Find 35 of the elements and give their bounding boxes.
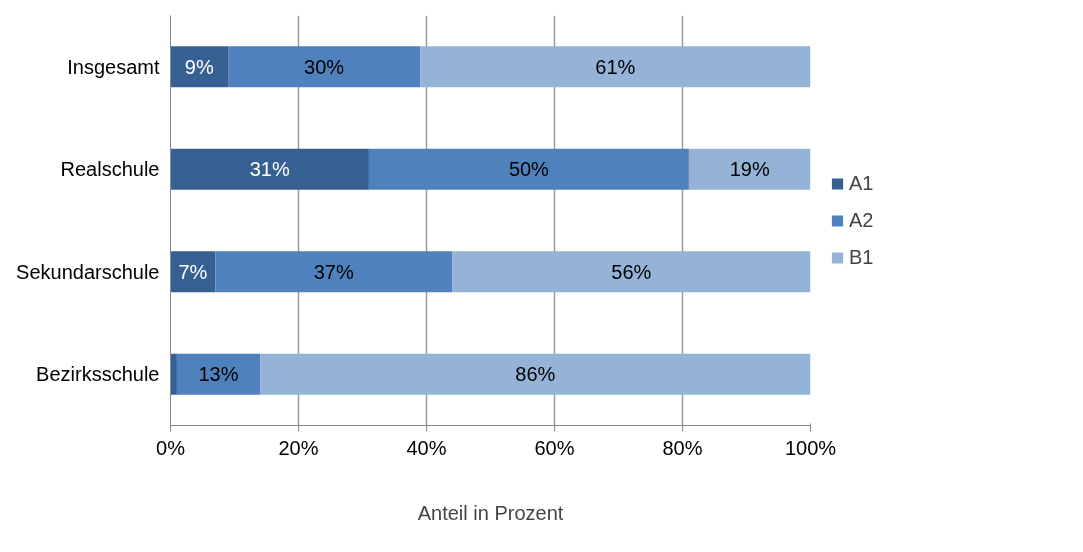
legend-label: A2	[849, 208, 875, 232]
legend-label: A1	[849, 171, 875, 195]
x-tick-label: 40%	[406, 436, 447, 459]
data-label: 56%	[611, 260, 652, 283]
bar	[176, 353, 261, 395]
bar	[452, 251, 811, 293]
x-tick-label: 60%	[534, 436, 575, 459]
data-label: 50%	[508, 158, 550, 181]
data-label: 30%	[304, 55, 345, 78]
data-label: 13%	[198, 363, 239, 386]
bar	[368, 148, 689, 190]
y-tick-label: Insgesamt	[67, 55, 160, 78]
x-tick-label: 100%	[784, 436, 837, 459]
bar	[688, 148, 811, 190]
bar	[228, 46, 421, 88]
bar	[170, 148, 369, 190]
data-label: 61%	[595, 55, 636, 78]
bar	[260, 353, 811, 395]
x-axis-title: Anteil in Prozent	[417, 501, 564, 524]
data-label: 7%	[178, 260, 208, 283]
x-tick-label: 20%	[278, 436, 319, 459]
data-label: 86%	[515, 363, 556, 386]
legend-label: B1	[849, 245, 875, 269]
bar	[215, 251, 453, 293]
y-tick-label: Bezirksschule	[36, 363, 160, 386]
y-tick-label: Realschule	[60, 158, 160, 181]
data-label: 31%	[249, 158, 290, 181]
data-label: 9%	[184, 55, 214, 78]
y-tick-label: Sekundarschule	[16, 260, 160, 283]
x-tick-label: 80%	[662, 436, 703, 459]
x-tick-label: 0%	[156, 436, 186, 459]
data-label: 37%	[313, 260, 354, 283]
bar	[170, 353, 177, 395]
bar	[420, 46, 811, 88]
data-label: 19%	[729, 158, 770, 181]
